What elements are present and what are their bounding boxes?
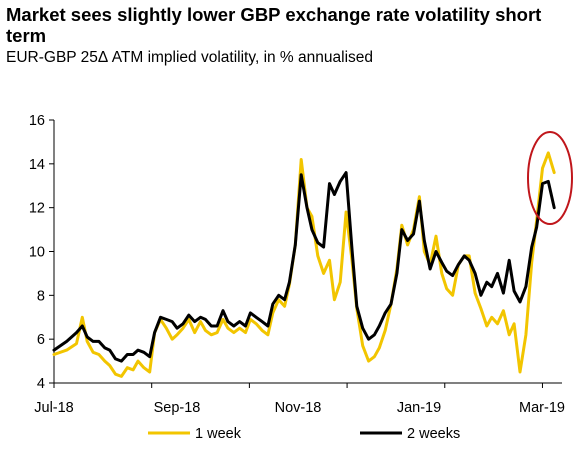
title-block: Market sees slightly lower GBP exchange … — [6, 4, 581, 68]
y-tick-label: 12 — [29, 201, 45, 217]
y-tick-label: 16 — [29, 113, 45, 129]
chart-subtitle: EUR-GBP 25Δ ATM implied volatility, in %… — [6, 49, 374, 66]
axes: 4 6 8 10 12 14 16 Jul-18 Sep-18 Nov-18 Jan-19 Mar-1… — [29, 113, 565, 416]
x-tick-label: Nov-18 — [275, 400, 322, 416]
x-tick-label: Mar-19 — [519, 400, 565, 416]
series-layer — [52, 151, 556, 378]
annotation-layer — [527, 131, 573, 225]
x-tick-label: Sep-18 — [154, 400, 201, 416]
y-tick-label: 4 — [37, 376, 45, 392]
legend: 1 week 2 weeks — [148, 426, 460, 442]
x-tick-label: Jul-18 — [34, 400, 74, 416]
highlight-ellipse — [527, 131, 573, 225]
legend-label: 2 weeks — [407, 426, 460, 442]
y-tick-label: 8 — [37, 288, 45, 304]
chart-title: Market sees slightly lower GBP exchange … — [6, 4, 542, 46]
y-tick-label: 14 — [29, 157, 45, 173]
y-tick-label: 6 — [37, 332, 45, 348]
legend-label: 1 week — [195, 426, 242, 442]
y-tick-label: 10 — [29, 245, 45, 261]
x-tick-label: Jan-19 — [397, 400, 441, 416]
series-line-2-weeks — [52, 171, 556, 363]
